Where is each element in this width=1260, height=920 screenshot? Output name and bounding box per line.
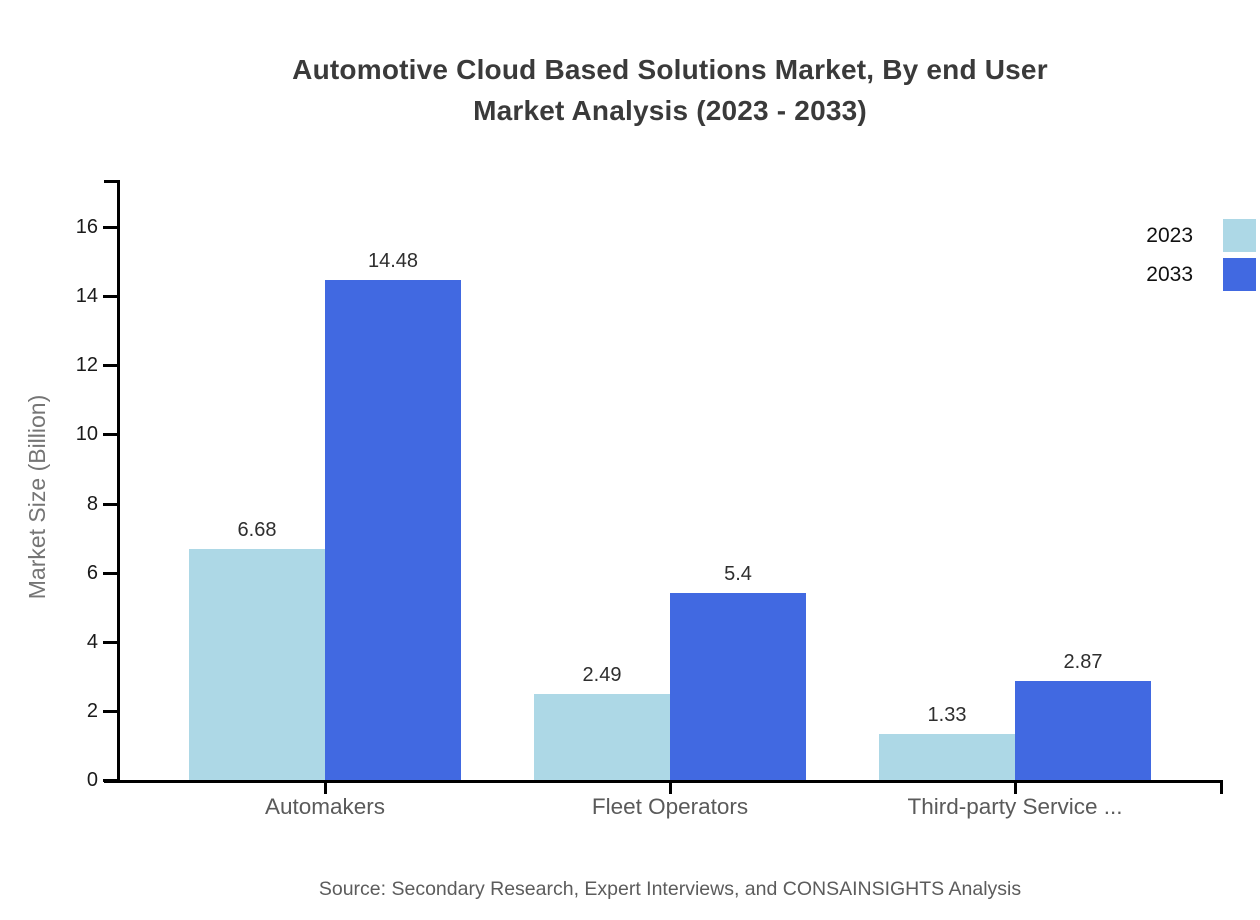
y-tick-label: 0 [86, 769, 98, 791]
source-note: Source: Secondary Research, Expert Inter… [318, 878, 1022, 900]
x-category-label: Third-party Service ... [907, 794, 1123, 819]
y-tick-mark [103, 502, 117, 506]
y-tick-label: 14 [75, 285, 98, 308]
y-tick-mark [103, 433, 117, 437]
bar-2033-0 [325, 280, 461, 780]
y-axis-end-cap [104, 180, 120, 183]
bar-value-label: 2.87 [1063, 651, 1103, 673]
y-tick-mark [103, 295, 117, 299]
x-category-label: Fleet Operators [591, 794, 749, 819]
y-tick-label: 6 [86, 561, 98, 584]
legend-swatch [1223, 258, 1256, 291]
bar-value-label: 2.49 [582, 664, 622, 686]
y-tick-mark [103, 571, 117, 575]
bar-2023-2 [879, 734, 1015, 780]
y-tick-label: 8 [86, 492, 98, 515]
y-tick-label: 16 [75, 216, 98, 238]
legend-item-2033: 2033 [1060, 258, 1256, 291]
chart-title-line2: Market Analysis (2023 - 2033) [473, 95, 867, 126]
y-tick-label: 12 [75, 354, 98, 377]
y-axis-line [117, 180, 120, 783]
y-tick-mark [103, 709, 117, 713]
x-axis-end-cap [1220, 780, 1223, 794]
bar-2033-1 [670, 593, 806, 780]
bar-2023-0 [189, 549, 325, 780]
legend-swatch [1223, 219, 1256, 252]
bar-value-label: 1.33 [927, 704, 967, 726]
bar-value-label: 14.48 [367, 250, 419, 272]
bar-value-label: 6.68 [237, 519, 277, 541]
legend-label: 2023 [1146, 223, 1193, 247]
bar-2023-1 [534, 694, 670, 780]
y-tick-mark [103, 779, 117, 782]
y-tick-label: 2 [86, 699, 98, 722]
legend-item-2023: 2023 [1060, 219, 1256, 252]
y-tick-label: 10 [75, 423, 98, 446]
x-axis-line [104, 780, 1223, 783]
bar-value-label: 5.4 [724, 563, 752, 585]
chart-title-line1: Automotive Cloud Based Solutions Market,… [292, 54, 1048, 85]
y-tick-mark [103, 640, 117, 644]
y-tick-label: 4 [86, 630, 98, 653]
x-tick-mark [323, 780, 327, 794]
legend: 2023 2033 [1060, 219, 1256, 291]
x-category-label: Automakers [264, 794, 386, 819]
x-tick-mark [668, 780, 672, 794]
y-tick-mark [103, 364, 117, 368]
y-tick-mark [103, 226, 117, 229]
bar-2033-2 [1015, 681, 1151, 780]
chart-title: Automotive Cloud Based Solutions Market,… [80, 49, 1260, 131]
legend-label: 2033 [1146, 262, 1193, 286]
x-tick-mark [1013, 780, 1017, 794]
